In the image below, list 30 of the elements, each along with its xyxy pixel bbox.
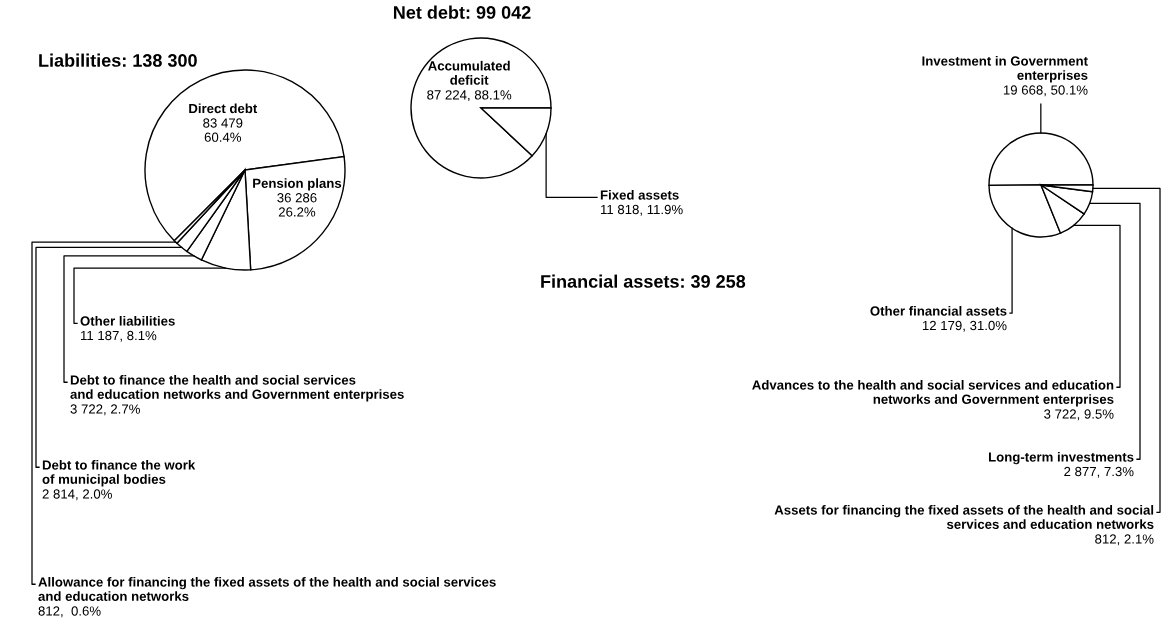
slice-label: Other financial assets <box>870 306 1007 316</box>
data-label: 812, 2.1% <box>1095 534 1154 546</box>
data-label: 12 179, 31.0% <box>922 320 1007 332</box>
slice-label: Debt to finance the work of municipal bodies <box>42 460 196 487</box>
data-label: 2 814, 2.0% <box>42 489 112 501</box>
data-label: 812, 0.6% <box>38 606 101 618</box>
slice-label: Debt to finance the health and social services and education networks and Government enterprises <box>70 375 404 402</box>
slice-label: Long-term investments <box>989 452 1134 465</box>
slice-label: Allowance for financing the fixed assets of the health and social services and education networks <box>38 577 496 601</box>
slice-label: Accumulated deficit <box>428 60 510 85</box>
slice-label: Advances to the health and social services and education networks and Government enterprises <box>752 380 1114 407</box>
slice-label: Pension plans <box>253 178 342 191</box>
data-label: 19 668, 50.1% <box>1003 85 1088 97</box>
chart-title: Net debt: 99 042 <box>393 5 531 19</box>
slice-label: Other liabilities <box>80 316 175 326</box>
data-label: 11 818, 11.9% <box>601 204 683 216</box>
chart-title: Liabilities: 138 300 <box>39 53 197 67</box>
data-label: 3 722, 2.7% <box>70 404 140 416</box>
slice-label: Investment in Government enterprises <box>922 56 1088 83</box>
data-label: 3 722, 9.5% <box>1044 409 1114 421</box>
data-label: 11 187, 8.1% <box>81 330 157 342</box>
slice-label: Fixed assets <box>600 190 679 200</box>
slice-label: Assets for financing the fixed assets of the health and social services and education networks <box>774 505 1154 529</box>
pie-slice <box>410 37 552 179</box>
data-label: 2 877, 7.3% <box>1064 466 1134 478</box>
data-label: 83 479 60.4% <box>203 118 243 142</box>
data-label: 36 286 26.2% <box>277 193 317 217</box>
data-label: 87 224, 88.1% <box>427 90 512 102</box>
text: Financial assets: 39 258 <box>541 274 746 288</box>
slice-label: Direct debt <box>189 103 258 114</box>
